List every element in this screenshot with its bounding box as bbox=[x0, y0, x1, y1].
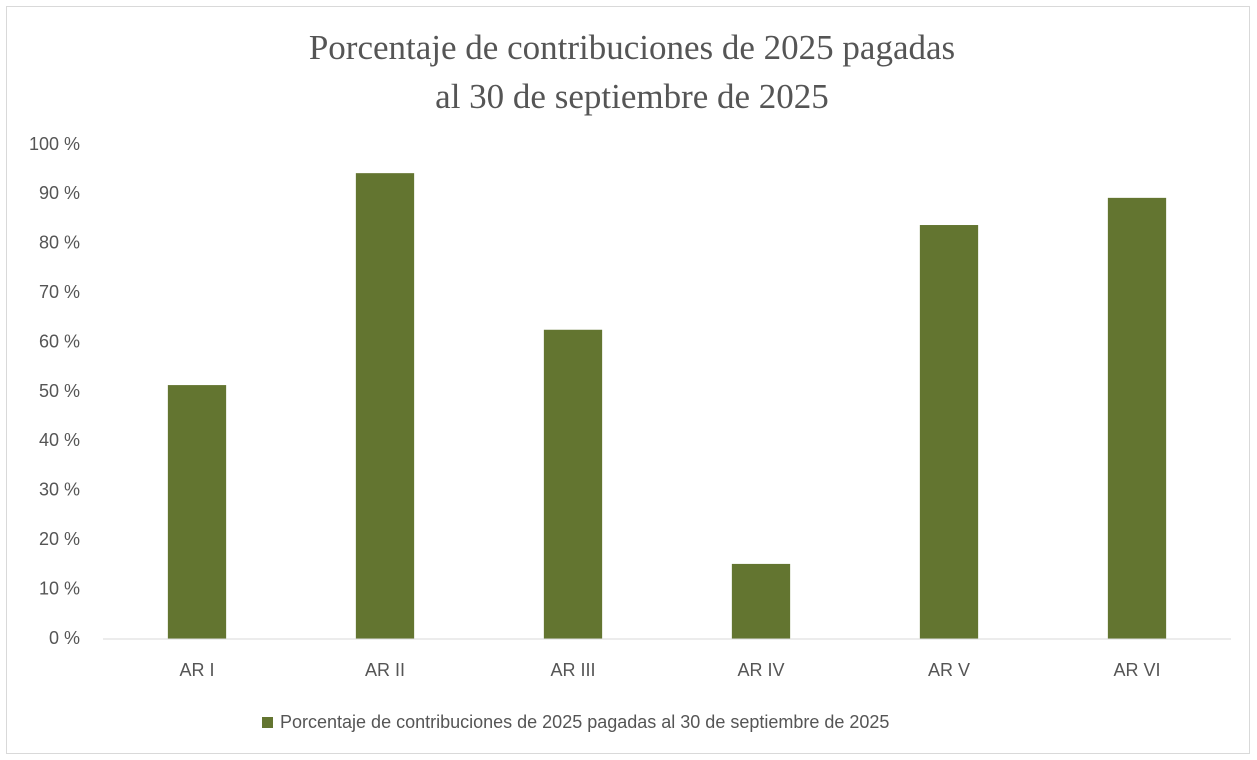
bar bbox=[1107, 197, 1167, 639]
y-tick-label: 90 % bbox=[39, 183, 80, 203]
bar bbox=[543, 329, 603, 639]
bar bbox=[167, 385, 227, 639]
chart-title: al 30 de septiembre de 2025 bbox=[435, 77, 829, 116]
y-tick-label: 30 % bbox=[39, 480, 80, 500]
y-tick-label: 50 % bbox=[39, 381, 80, 401]
y-tick-label: 80 % bbox=[39, 233, 80, 253]
y-tick-label: 60 % bbox=[39, 331, 80, 351]
x-tick-label: AR II bbox=[365, 660, 405, 680]
bar bbox=[919, 225, 979, 639]
legend-swatch bbox=[262, 717, 273, 728]
chart-border bbox=[6, 6, 1250, 754]
y-tick-label: 20 % bbox=[39, 529, 80, 549]
x-tick-label: AR I bbox=[179, 660, 214, 680]
x-tick-label: AR VI bbox=[1113, 660, 1160, 680]
bar bbox=[355, 173, 415, 639]
bar bbox=[731, 563, 791, 639]
chart-title: Porcentaje de contribuciones de 2025 pag… bbox=[309, 28, 955, 67]
y-tick-label: 10 % bbox=[39, 578, 80, 598]
x-tick-label: AR V bbox=[928, 660, 970, 680]
x-tick-label: AR IV bbox=[737, 660, 784, 680]
y-tick-label: 40 % bbox=[39, 430, 80, 450]
x-tick-label: AR III bbox=[550, 660, 595, 680]
y-tick-label: 100 % bbox=[29, 134, 80, 154]
legend-label: Porcentaje de contribuciones de 2025 pag… bbox=[280, 712, 889, 732]
y-tick-label: 0 % bbox=[49, 628, 80, 648]
y-tick-label: 70 % bbox=[39, 282, 80, 302]
